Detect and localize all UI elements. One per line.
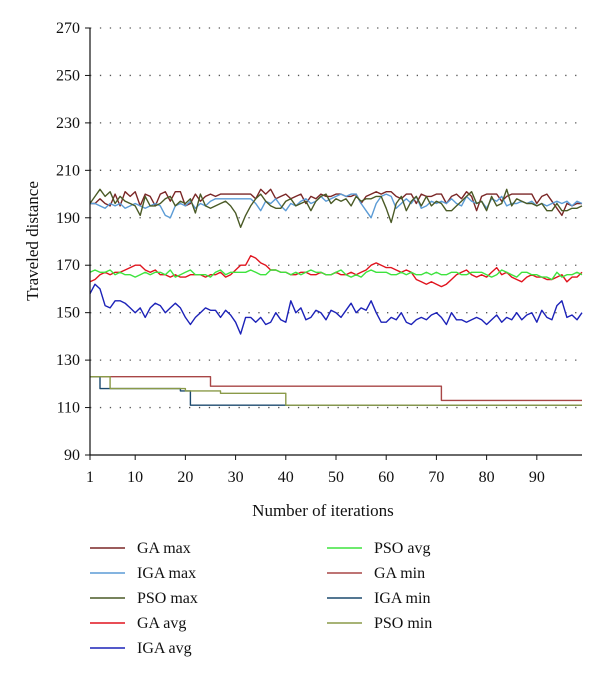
legend-label-ga-max: GA max xyxy=(137,540,191,557)
legend-label-pso-max: PSO max xyxy=(137,590,198,607)
series-line-pso-max xyxy=(89,188,583,229)
x-tick-label: 50 xyxy=(328,469,344,486)
x-axis-label: Number of iterations xyxy=(252,501,394,520)
series-line-iga-min xyxy=(90,376,582,406)
x-tick-label: 30 xyxy=(228,469,244,486)
legend-label-ga-avg: GA avg xyxy=(137,615,186,632)
y-tick-label: 150 xyxy=(56,305,80,322)
series-line-pso-avg xyxy=(89,269,583,281)
x-tick-label: 90 xyxy=(529,469,545,486)
x-tick-label: 10 xyxy=(127,469,143,486)
x-tick-label: 1 xyxy=(86,469,94,486)
legend-label-pso-avg: PSO avg xyxy=(374,540,430,557)
y-tick-label: 250 xyxy=(56,67,80,84)
x-tick-label: 80 xyxy=(479,469,495,486)
y-tick-label: 90 xyxy=(64,447,80,464)
y-tick-label: 190 xyxy=(56,210,80,227)
grid-lines xyxy=(90,27,582,409)
legend-label-iga-max: IGA max xyxy=(137,565,196,582)
x-tick-label: 20 xyxy=(177,469,193,486)
series-line-iga-max xyxy=(90,193,583,219)
x-axis-ticks: 1 10 20 30 40 50 60 70 80 90 xyxy=(86,455,545,486)
y-tick-label: 130 xyxy=(56,352,80,369)
y-tick-label: 270 xyxy=(56,20,80,37)
series-line-ga-min xyxy=(90,376,582,402)
legend-label-iga-min: IGA min xyxy=(374,590,430,607)
y-tick-label: 230 xyxy=(56,115,80,132)
legend-label-ga-min: GA min xyxy=(374,565,425,582)
x-tick-label: 70 xyxy=(428,469,444,486)
y-tick-label: 210 xyxy=(56,162,80,179)
legend-label-iga-avg: IGA avg xyxy=(137,640,192,657)
y-axis-ticks: 90 110 130 150 170 190 210 230 250 270 xyxy=(56,20,90,464)
x-tick-label: 40 xyxy=(278,469,294,486)
series-line-pso-min xyxy=(90,376,582,406)
series-lines xyxy=(89,188,583,406)
x-tick-label: 60 xyxy=(378,469,394,486)
y-axis-label: Traveled distance xyxy=(23,181,42,301)
series-line-iga-avg xyxy=(89,283,583,335)
y-tick-label: 110 xyxy=(57,400,80,417)
legend-label-pso-min: PSO min xyxy=(374,615,432,632)
y-tick-label: 170 xyxy=(56,257,80,274)
legend: GA max IGA max PSO max GA avg IGA avg PSO avg… xyxy=(90,540,432,657)
series-line-ga-avg xyxy=(89,254,583,288)
